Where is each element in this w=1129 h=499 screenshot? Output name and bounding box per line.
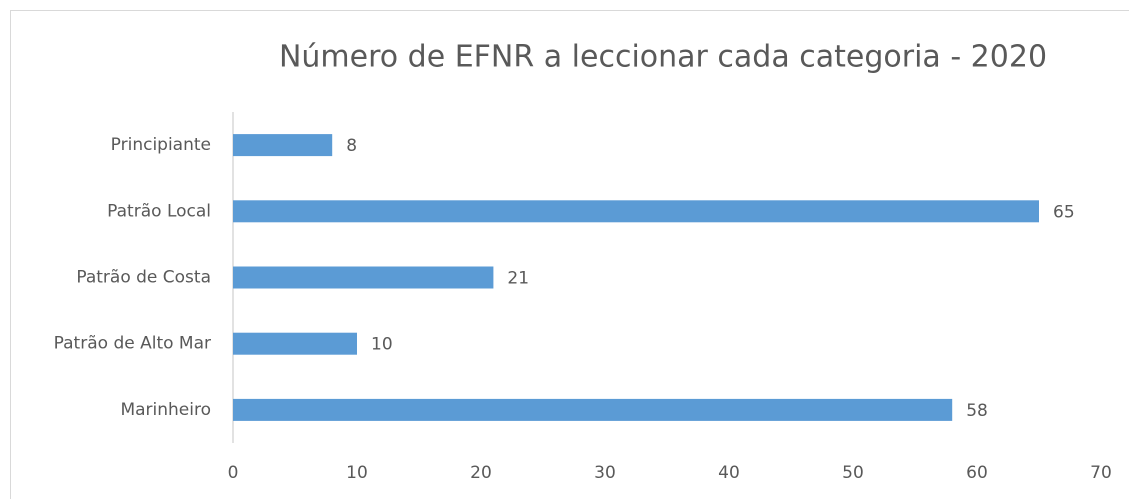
- x-tick-label: 0: [228, 463, 239, 483]
- y-tick-label: Patrão de Alto Mar: [54, 334, 211, 354]
- bar: [233, 398, 953, 421]
- x-tick-label: 60: [966, 463, 988, 483]
- data-label: 8: [346, 136, 357, 156]
- bar: [233, 200, 1039, 223]
- x-tick-label: 40: [718, 463, 740, 483]
- x-tick-label: 10: [346, 463, 368, 483]
- y-tick-label: Patrão Local: [107, 201, 211, 221]
- data-label: 65: [1053, 202, 1075, 222]
- y-tick-label: Marinheiro: [120, 400, 211, 420]
- x-tick-label: 30: [594, 463, 616, 483]
- chart-title: Número de EFNR a leccionar cada categori…: [279, 40, 1047, 75]
- y-tick-label: Principiante: [111, 135, 211, 155]
- chart-frame: [10, 10, 1129, 499]
- data-label: 58: [966, 401, 988, 421]
- bar: [233, 266, 494, 289]
- bar: [233, 134, 333, 157]
- data-label: 10: [371, 335, 393, 355]
- x-tick-label: 70: [1090, 463, 1112, 483]
- x-tick-label: 20: [470, 463, 492, 483]
- data-label: 21: [507, 269, 529, 289]
- bar: [233, 332, 357, 355]
- x-tick-label: 50: [842, 463, 864, 483]
- y-tick-label: Patrão de Costa: [76, 268, 211, 288]
